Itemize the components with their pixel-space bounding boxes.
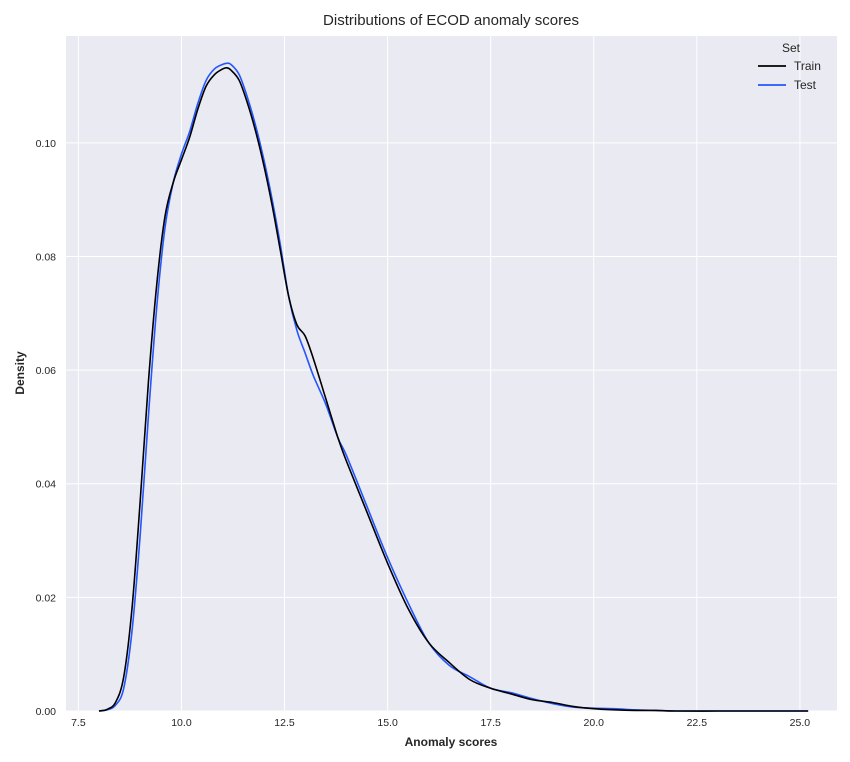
x-axis: 7.5 10.0 12.5 15.0 17.5 20.0 22.5 25.0: [71, 717, 810, 729]
x-tick-label: 12.5: [274, 717, 295, 729]
plot-area: [66, 36, 837, 711]
y-axis: 0.00 0.02 0.04 0.06 0.08 0.10: [36, 138, 57, 718]
series-line-train: [98, 66, 809, 712]
y-tick-label: 0.10: [36, 138, 57, 150]
x-tick-label: 7.5: [71, 717, 86, 729]
legend-label-test: Test: [794, 78, 817, 92]
x-axis-label: Anomaly scores: [405, 735, 498, 749]
series-group: [98, 62, 809, 712]
chart-title: Distributions of ECOD anomaly scores: [323, 12, 579, 29]
y-tick-label: 0.04: [36, 479, 57, 491]
y-tick-label: 0.02: [36, 592, 57, 604]
y-tick-label: 0.06: [36, 365, 57, 377]
legend-label-train: Train: [794, 59, 821, 73]
y-tick-label: 0.00: [36, 706, 57, 718]
x-tick-label: 25.0: [790, 717, 811, 729]
legend-title: Set: [782, 41, 801, 55]
x-tick-label: 17.5: [480, 717, 501, 729]
x-tick-label: 22.5: [687, 717, 708, 729]
x-tick-label: 10.0: [171, 717, 192, 729]
x-tick-label: 15.0: [377, 717, 398, 729]
grid-lines: [66, 36, 837, 712]
y-tick-label: 0.08: [36, 251, 57, 263]
y-axis-label: Density: [13, 351, 27, 395]
legend: Set Train Test: [758, 41, 821, 92]
x-tick-label: 20.0: [584, 717, 605, 729]
